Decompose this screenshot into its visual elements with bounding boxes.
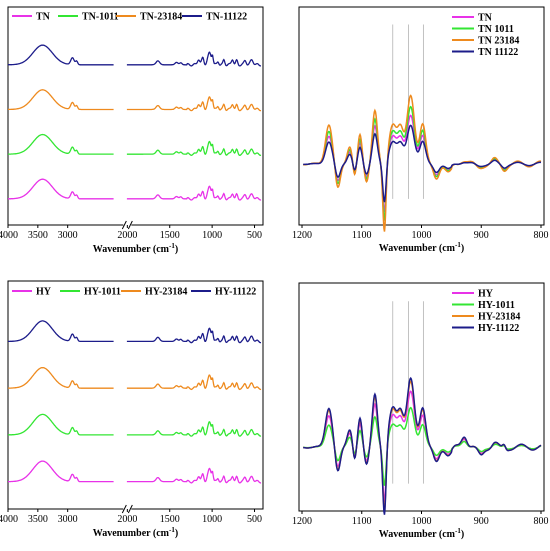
x-tick-label: 800 — [534, 516, 549, 527]
plot-frame — [7, 280, 264, 510]
x-tick-label: 900 — [474, 516, 489, 527]
legend-entry: HY-1011 — [478, 300, 515, 311]
x-tick-label: 1000 — [412, 230, 432, 241]
x-axis-label: Wavenumber (cm-1) — [93, 526, 178, 539]
x-tick-label: 3000 — [58, 230, 78, 241]
axis-break-mark — [121, 220, 127, 230]
series-line-tn-23184 — [303, 94, 541, 232]
x-tick-label: 1500 — [160, 514, 180, 525]
series-line-tn-1011 — [8, 133, 262, 156]
x-axis-label: Wavenumber (cm-1) — [93, 242, 178, 255]
legend-entry: TN 23184 — [478, 36, 519, 47]
legend-entry: HY — [478, 289, 494, 300]
x-tick-label: 3000 — [58, 514, 78, 525]
x-tick-label: 2000 — [117, 514, 137, 525]
legend-entry: TN — [478, 13, 493, 24]
panel-a-ftir-tn: 4000 3500 3000 2000 1500 1000 500 Wavenumber (c… — [0, 6, 264, 255]
axis-break-mark — [121, 504, 127, 514]
series-line-hy-11122 — [303, 376, 542, 515]
x-tick-label: 500 — [247, 514, 262, 525]
series-line-tn-11122 — [303, 124, 542, 203]
x-tick-label: 1000 — [412, 516, 432, 527]
axis-break-mark — [127, 220, 133, 230]
x-tick-label: 4000 — [0, 514, 18, 525]
legend-entry: HY-11122 — [478, 323, 519, 334]
x-tick-label: 1000 — [202, 230, 222, 241]
legend-entry: HY-23184 — [145, 287, 187, 298]
legend-entry: TN-1011 — [82, 12, 119, 23]
panel-c-ftir-hy: 4000 3500 3000 2000 1500 1000 500 Wavenumber (c… — [0, 280, 264, 539]
x-tick-label: 1200 — [292, 230, 312, 241]
legend-entry: TN — [36, 12, 51, 23]
plot-frame — [7, 6, 264, 226]
legend-entry: HY-11122 — [215, 287, 256, 298]
x-tick-label: 1500 — [160, 230, 180, 241]
x-tick-label: 800 — [534, 230, 549, 241]
x-axis-label: Wavenumber (cm-1) — [379, 527, 464, 540]
series-line-tn-11122 — [8, 44, 261, 67]
legend-entry: TN 1011 — [478, 24, 514, 35]
legend-entry: HY-1011 — [84, 287, 121, 298]
legend-entry: TN-23184 — [140, 12, 182, 23]
x-tick-label: 4000 — [0, 230, 18, 241]
x-tick-label: 1100 — [352, 516, 372, 527]
x-axis-label: Wavenumber (cm-1) — [379, 241, 464, 254]
legend-entry: TN 11122 — [478, 47, 518, 58]
series-line-hy-11122 — [8, 320, 261, 344]
series-line-tn — [8, 178, 262, 201]
x-tick-label: 3500 — [28, 514, 48, 525]
series-line-hy — [8, 460, 262, 484]
series-line-hy-23184 — [8, 366, 262, 391]
legend-entry: HY-23184 — [478, 312, 520, 323]
legend-entry: HY — [36, 287, 52, 298]
x-tick-label: 1100 — [352, 230, 372, 241]
x-tick-label: 1200 — [292, 516, 312, 527]
x-tick-label: 500 — [247, 230, 262, 241]
series-line-tn-23184 — [8, 89, 261, 112]
axis-break-mark — [127, 504, 133, 514]
series-line-hy-1011 — [8, 413, 262, 437]
x-tick-label: 1000 — [202, 514, 222, 525]
x-tick-label: 900 — [474, 230, 489, 241]
legend-entry: TN-11122 — [206, 12, 247, 23]
x-tick-label: 3500 — [28, 230, 48, 241]
x-tick-label: 2000 — [117, 230, 137, 241]
